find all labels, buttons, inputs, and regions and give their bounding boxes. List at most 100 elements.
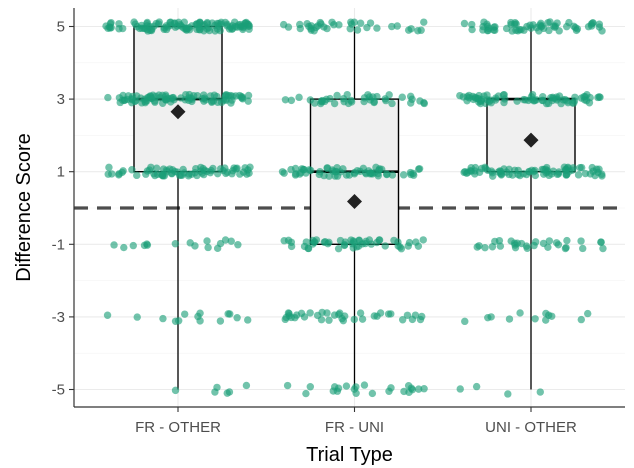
data-point [409,171,418,179]
data-point [491,96,500,104]
data-point [162,166,171,174]
data-point [394,242,402,250]
data-point [341,238,349,246]
data-point [358,315,367,323]
data-point [388,22,396,31]
data-point [420,384,428,393]
data-point [461,317,469,326]
data-point [213,244,222,253]
y-tick-label: 3 [57,91,65,108]
data-point [115,25,123,33]
data-point [577,237,585,245]
data-point [496,242,505,250]
data-point [129,241,137,250]
data-point [539,96,547,105]
data-point [571,23,580,32]
y-tick-label: 5 [57,19,65,36]
data-point [350,168,359,177]
data-point [237,92,246,101]
data-point [552,239,561,247]
data-point [152,164,161,172]
data-point [383,170,391,178]
x-tick-labels: FR - OTHER FR - UNI UNI - OTHER [135,407,577,436]
data-point [584,309,592,318]
data-point [226,310,234,318]
data-point [507,20,515,29]
mean-marker [347,193,362,209]
data-point [588,163,596,172]
data-point [598,170,606,178]
x-tick-label: FR - UNI [325,419,384,436]
data-point [296,20,304,29]
data-point [353,26,362,34]
data-point [203,25,211,33]
data-point [484,26,492,35]
data-point [557,99,565,108]
data-point [385,387,393,395]
data-point [203,18,211,27]
data-point [228,96,236,104]
data-point [185,170,193,178]
data-point [460,168,468,177]
data-point [339,165,347,173]
data-point [350,315,358,324]
data-point [179,165,187,174]
data-point [242,381,251,390]
data-point [284,23,293,31]
data-point [368,389,377,398]
data-point [143,240,151,248]
data-point [381,95,389,103]
data-point [278,168,287,176]
data-point [460,19,469,28]
data-point [549,167,558,175]
data-point [295,93,303,102]
data-point [243,170,251,178]
data-point [115,170,123,178]
data-point [488,243,497,251]
data-point [195,25,204,34]
data-point [356,309,365,317]
data-point [419,236,427,244]
data-point [571,93,579,101]
data-point [342,382,351,390]
data-point [325,316,333,324]
data-point [405,238,414,247]
data-point [194,312,202,321]
data-point [306,383,315,391]
data-point [414,27,422,35]
data-point [236,170,244,178]
data-point [361,169,370,177]
data-point [542,316,550,324]
x-tick-label: FR - OTHER [135,419,221,436]
data-point [131,97,139,105]
data-point [520,95,528,104]
data-point [403,311,412,319]
data-point [223,168,231,176]
data-point [318,96,326,105]
data-point [483,96,492,104]
data-point [223,389,231,397]
data-point [370,98,378,106]
data-point [555,92,564,100]
data-point [287,165,295,174]
data-point [517,239,526,248]
data-point [471,163,480,172]
data-point [180,310,189,318]
data-point [472,382,481,391]
data-point [407,99,415,107]
data-point [393,22,401,30]
data-point [398,316,407,324]
data-point [544,243,552,252]
data-point [531,166,539,175]
y-tick-label: 1 [57,164,65,181]
data-point [195,19,204,27]
data-point [306,309,314,317]
data-point [213,169,222,178]
data-point [484,313,492,322]
data-point [398,93,406,101]
data-point [217,18,225,27]
data-point [414,385,423,393]
data-point [326,94,334,103]
data-point [346,25,354,33]
data-point [104,170,112,178]
